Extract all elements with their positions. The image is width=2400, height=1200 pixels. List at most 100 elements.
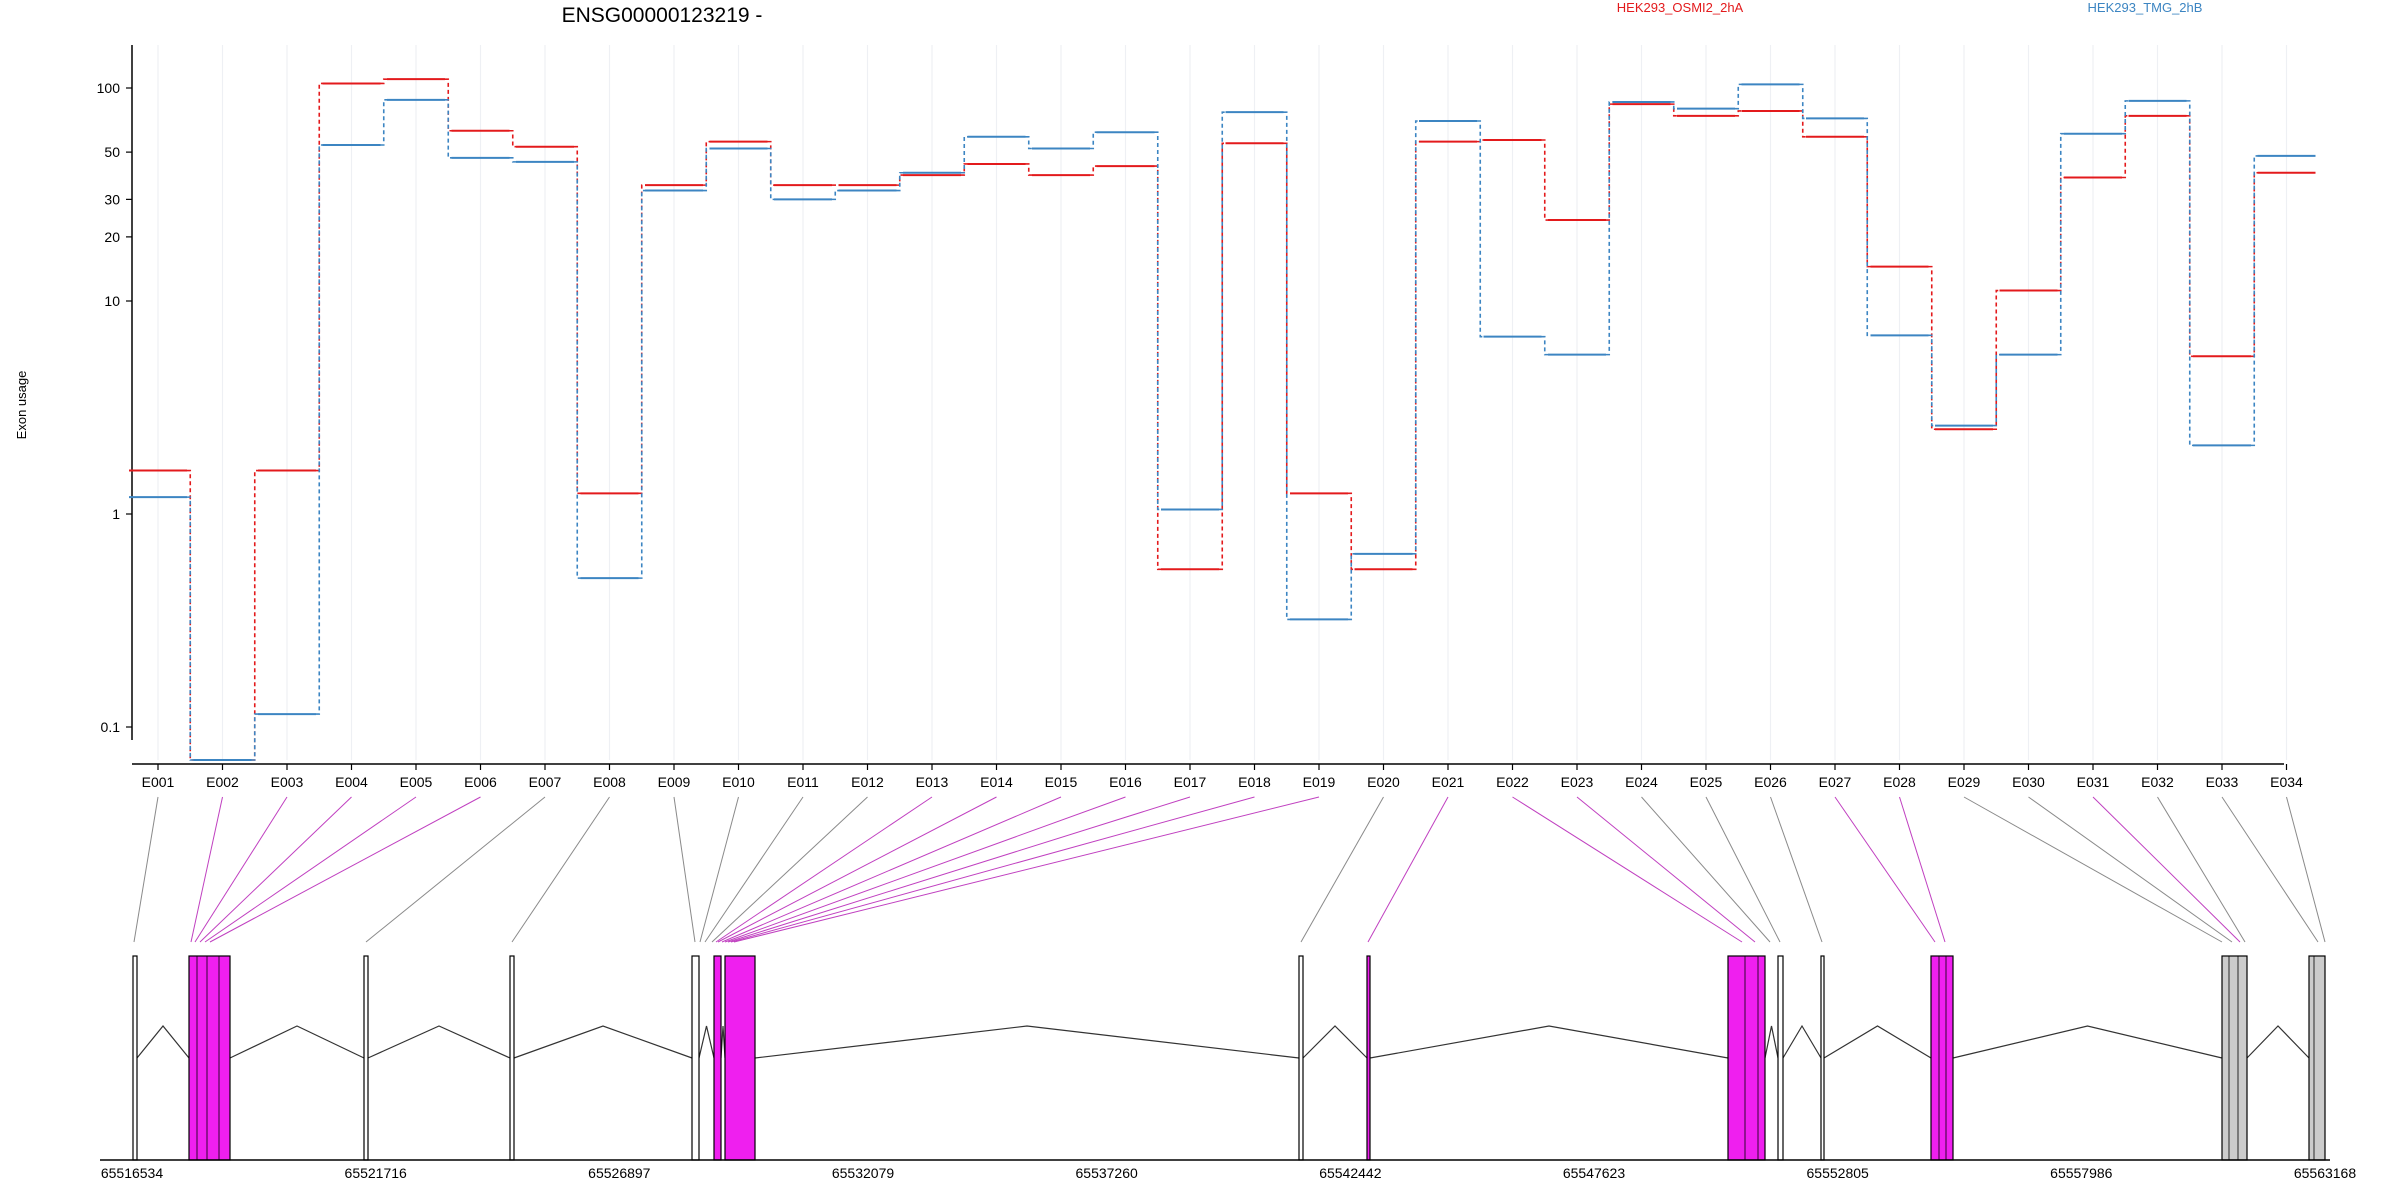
connector-E018 bbox=[730, 796, 1255, 943]
connector-E010 bbox=[699, 796, 739, 943]
x-tick-label: E010 bbox=[722, 774, 755, 790]
connector-E003 bbox=[194, 796, 288, 943]
series-transition bbox=[2057, 132, 2064, 356]
series-transition bbox=[380, 78, 387, 85]
series-transition bbox=[1025, 163, 1032, 176]
x-tick-label: E009 bbox=[658, 774, 691, 790]
x-tick-label: E023 bbox=[1561, 774, 1594, 790]
series-transition bbox=[2057, 176, 2064, 292]
connector-E009 bbox=[673, 796, 696, 943]
x-tick-label: E001 bbox=[142, 774, 175, 790]
series-transition bbox=[767, 147, 774, 201]
x-tick-label: E021 bbox=[1432, 774, 1465, 790]
genomic-tick-label: 65563168 bbox=[2294, 1165, 2357, 1181]
series-transition bbox=[1090, 131, 1097, 150]
series-2 bbox=[129, 83, 2316, 761]
x-tick-label: E016 bbox=[1109, 774, 1142, 790]
series-transition bbox=[316, 144, 323, 715]
y-tick-label: 1 bbox=[112, 506, 120, 522]
exon-block bbox=[1298, 955, 1304, 1161]
y-tick-label: 30 bbox=[104, 191, 120, 207]
series-transition bbox=[2122, 115, 2129, 179]
x-tick-label: E020 bbox=[1367, 774, 1400, 790]
connector-E002 bbox=[190, 796, 223, 943]
x-tick-label: E027 bbox=[1819, 774, 1852, 790]
axes: 0.1 1 10 20 30 50 100 E001 E002 E003 E004 E005 E006 E… bbox=[97, 45, 2303, 790]
y-axis-label: Exon usage bbox=[14, 371, 29, 440]
series-transition bbox=[1606, 103, 1613, 221]
series-transition bbox=[1154, 131, 1161, 511]
series-transition bbox=[1283, 142, 1290, 495]
connector-E033 bbox=[2221, 796, 2319, 943]
intron bbox=[136, 1025, 190, 1059]
series-transition bbox=[1670, 101, 1677, 110]
series-transition bbox=[251, 713, 258, 761]
series-transition bbox=[445, 99, 452, 159]
exon-block bbox=[509, 955, 515, 1161]
intron bbox=[1952, 1025, 2223, 1059]
exon-block bbox=[1777, 955, 1784, 1161]
connector-E004 bbox=[199, 796, 352, 943]
connector-E030 bbox=[2028, 796, 2233, 943]
x-tick-label: E032 bbox=[2141, 774, 2174, 790]
connector-E015 bbox=[721, 796, 1062, 943]
connector-E028 bbox=[1899, 796, 1946, 943]
intron bbox=[1782, 1024, 1822, 1059]
connector-E031 bbox=[2092, 796, 2241, 943]
x-tick-label: E022 bbox=[1496, 774, 1529, 790]
series-transition bbox=[1864, 136, 1871, 268]
connector-E027 bbox=[1834, 796, 1936, 943]
series-transition bbox=[1735, 83, 1742, 110]
intron bbox=[698, 1025, 715, 1059]
x-tick-label: E013 bbox=[916, 774, 949, 790]
series-transition bbox=[961, 136, 968, 174]
series-transition bbox=[1412, 140, 1419, 571]
series-transition bbox=[638, 184, 645, 495]
exon-block bbox=[188, 955, 231, 1161]
series-transition bbox=[703, 147, 710, 192]
genomic-tick-label: 65542442 bbox=[1319, 1165, 1382, 1181]
x-tick-label: E034 bbox=[2270, 774, 2303, 790]
x-tick-label: E004 bbox=[335, 774, 368, 790]
connector-E016 bbox=[724, 796, 1126, 943]
connector-E024 bbox=[1641, 796, 1771, 943]
series-transition bbox=[316, 82, 323, 472]
legend-series-1: HEK293_OSMI2_2hA bbox=[1617, 0, 1744, 15]
series-transition bbox=[1219, 111, 1226, 511]
series-transition bbox=[961, 163, 968, 176]
exon-block bbox=[1930, 955, 1954, 1161]
connector-E019 bbox=[733, 796, 1320, 943]
series-transition bbox=[1219, 142, 1226, 571]
exon-block bbox=[2308, 955, 2326, 1161]
genomic-tick-label: 65521716 bbox=[345, 1165, 408, 1181]
y-tick-label: 100 bbox=[97, 80, 121, 96]
series-transition bbox=[1348, 553, 1355, 621]
exon-block bbox=[1727, 955, 1766, 1161]
y-tick-label: 10 bbox=[104, 293, 120, 309]
x-tick-label: E002 bbox=[206, 774, 239, 790]
x-tick-label: E012 bbox=[851, 774, 884, 790]
y-tick-label: 0.1 bbox=[101, 719, 121, 735]
connector-E020 bbox=[1300, 796, 1384, 943]
series-transition bbox=[1541, 139, 1548, 221]
series-transition bbox=[187, 496, 194, 761]
x-tick-label: E025 bbox=[1690, 774, 1723, 790]
genomic-tick-label: 65552805 bbox=[1807, 1165, 1870, 1181]
connector-E007 bbox=[365, 796, 546, 943]
x-tick-label: E019 bbox=[1303, 774, 1336, 790]
series-transition bbox=[2122, 100, 2129, 135]
genomic-tick-label: 65526897 bbox=[588, 1165, 651, 1181]
y-tick-label: 20 bbox=[104, 229, 120, 245]
series-transition bbox=[2251, 171, 2258, 358]
series-transition bbox=[574, 161, 581, 579]
exon-block bbox=[713, 955, 722, 1161]
series-transition bbox=[251, 469, 258, 761]
x-tick-label: E014 bbox=[980, 774, 1013, 790]
series-transition bbox=[832, 189, 839, 201]
connector-E021 bbox=[1367, 796, 1449, 943]
intron bbox=[367, 1025, 511, 1059]
intron bbox=[513, 1025, 693, 1059]
series-transition bbox=[1348, 492, 1355, 571]
connector-E011 bbox=[704, 796, 804, 943]
x-tick-label: E008 bbox=[593, 774, 626, 790]
